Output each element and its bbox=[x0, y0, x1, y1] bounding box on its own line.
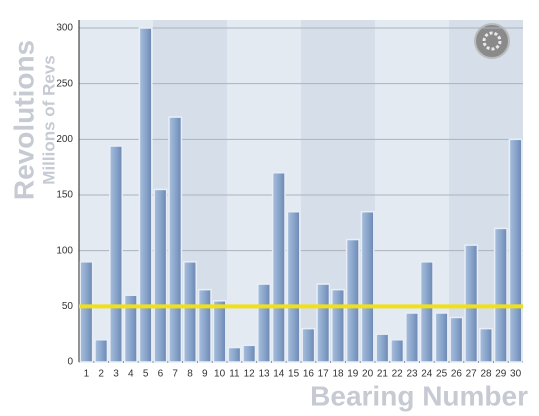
x-tick-label: 11 bbox=[229, 369, 240, 380]
y-tick-label: 150 bbox=[56, 190, 73, 201]
bar bbox=[390, 338, 405, 363]
x-tick-label: 12 bbox=[244, 369, 256, 380]
x-tick-label: 27 bbox=[466, 369, 478, 380]
x-tick-label: 6 bbox=[158, 369, 164, 380]
bar bbox=[183, 261, 197, 363]
x-tick-label: 2 bbox=[98, 369, 104, 380]
bar bbox=[242, 344, 257, 363]
bar bbox=[375, 333, 390, 363]
x-tick-label: 15 bbox=[288, 369, 300, 380]
bar bbox=[257, 283, 271, 363]
bar bbox=[94, 338, 109, 363]
x-tick-label: 21 bbox=[377, 369, 389, 380]
x-tick-label: 17 bbox=[318, 369, 330, 380]
x-tick-label: 20 bbox=[362, 369, 374, 380]
bar bbox=[227, 346, 242, 363]
y-tick-label: 250 bbox=[56, 78, 73, 89]
x-tick-label: 10 bbox=[214, 369, 226, 380]
bar bbox=[197, 288, 212, 363]
bar bbox=[345, 238, 360, 363]
bar bbox=[493, 227, 508, 363]
y-tick-label: 200 bbox=[56, 134, 73, 145]
x-tick-label: 13 bbox=[258, 369, 270, 380]
y-axis-title: Revolutions bbox=[8, 40, 39, 200]
icon-gear[interactable] bbox=[482, 31, 502, 51]
y-tick-label: 100 bbox=[56, 245, 73, 256]
bar bbox=[212, 300, 227, 363]
x-tick-label: 30 bbox=[510, 369, 522, 380]
bar bbox=[331, 288, 345, 363]
bar bbox=[479, 327, 493, 363]
bar bbox=[464, 244, 479, 363]
y-tick-label: 50 bbox=[62, 301, 74, 312]
bar bbox=[405, 312, 419, 363]
settings-icon[interactable] bbox=[474, 23, 510, 59]
plot-band bbox=[375, 20, 449, 362]
bar bbox=[419, 261, 434, 363]
x-tick-label: 1 bbox=[84, 369, 90, 380]
x-tick-label: 7 bbox=[172, 369, 178, 380]
x-tick-label: 4 bbox=[128, 369, 134, 380]
bar bbox=[138, 27, 153, 363]
x-tick-label: 23 bbox=[406, 369, 418, 380]
y-tick-label: 0 bbox=[67, 357, 73, 368]
bar bbox=[360, 210, 375, 363]
x-tick-label: 28 bbox=[480, 369, 492, 380]
x-tick-label: 29 bbox=[495, 369, 507, 380]
x-tick-label: 22 bbox=[392, 369, 404, 380]
x-tick-label: 5 bbox=[143, 369, 149, 380]
x-tick-label: 25 bbox=[436, 369, 448, 380]
bar bbox=[301, 327, 316, 363]
bar bbox=[316, 283, 331, 363]
x-tick-label: 8 bbox=[187, 369, 193, 380]
x-tick-label: 19 bbox=[347, 369, 359, 380]
x-tick-label: 9 bbox=[202, 369, 208, 380]
bar bbox=[286, 210, 301, 363]
bar bbox=[449, 316, 464, 363]
bar bbox=[508, 138, 523, 363]
bar bbox=[153, 188, 168, 363]
bar bbox=[271, 171, 286, 363]
x-tick-label: 26 bbox=[451, 369, 463, 380]
x-tick-label: 24 bbox=[421, 369, 433, 380]
bar bbox=[434, 312, 449, 363]
x-tick-label: 3 bbox=[113, 369, 119, 380]
x-tick-label: 16 bbox=[303, 369, 315, 380]
bar bbox=[109, 145, 123, 363]
x-tick-label: 18 bbox=[332, 369, 344, 380]
icon-circle[interactable] bbox=[474, 23, 510, 59]
bar bbox=[79, 261, 94, 363]
y-axis-subtitle: Millions of Revs bbox=[39, 55, 58, 184]
x-axis-title: Bearing Number bbox=[310, 380, 528, 411]
y-tick-label: 300 bbox=[56, 23, 73, 34]
bar bbox=[168, 116, 183, 363]
bar bbox=[123, 294, 138, 363]
x-tick-label: 14 bbox=[273, 369, 285, 380]
